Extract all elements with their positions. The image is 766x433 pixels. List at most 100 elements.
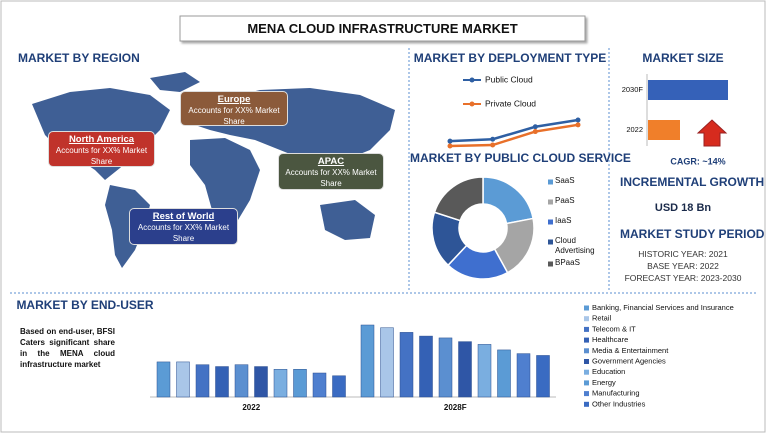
bar — [536, 355, 550, 398]
legend-swatch — [548, 239, 553, 245]
bar — [293, 369, 307, 398]
point — [490, 136, 496, 142]
region-box: North America Accounts for XX% Market Sha… — [48, 131, 155, 167]
legend-marker — [469, 77, 475, 83]
legend-label: Media & Entertainment — [592, 346, 669, 355]
bar — [399, 332, 414, 398]
legend-label: Public Cloud — [485, 74, 533, 84]
point — [447, 143, 453, 149]
legend-label: Other Industries — [592, 399, 646, 408]
legend-label: Retail — [592, 314, 612, 323]
bar — [497, 349, 511, 398]
region-name: North America — [68, 134, 135, 145]
y-tick-label: 2030F — [622, 85, 644, 94]
series-line — [449, 118, 579, 143]
legend-label: SaaS — [555, 176, 575, 185]
bar — [312, 372, 327, 398]
section-heading: INCREMENTAL GROWTH — [620, 175, 765, 189]
legend-swatch — [584, 359, 589, 364]
legend-label: Education — [592, 367, 625, 376]
end-user-note: Based on end-user, BFSI Caters significa… — [20, 327, 115, 369]
page-title: MENA CLOUD INFRASTRUCTURE MARKET — [247, 21, 518, 36]
bar — [234, 364, 249, 398]
legend-swatch — [548, 199, 553, 205]
chart-title: MARKET BY PUBLIC CLOUD SERVICE — [410, 151, 631, 165]
region-box: Europe Accounts for XX% Market Share — [180, 91, 288, 126]
study-line: BASE YEAR: 2022 — [647, 261, 719, 271]
legend-label: Energy — [592, 378, 616, 387]
point — [490, 142, 496, 148]
point — [532, 129, 538, 135]
bar — [156, 361, 171, 398]
legend-swatch — [548, 261, 553, 267]
region-name: APAC — [317, 156, 345, 167]
legend-swatch — [584, 369, 589, 375]
legend-label: Telecom & IT — [592, 324, 636, 333]
bar — [516, 353, 531, 398]
legend-label: Government Agencies — [592, 356, 666, 365]
study-line: FORECAST YEAR: 2023-2030 — [624, 273, 742, 283]
bar — [332, 375, 346, 398]
donut-slice — [482, 176, 534, 225]
legend-label: IaaS — [555, 216, 572, 225]
bar — [648, 80, 728, 100]
y-tick-label: 2022 — [626, 125, 643, 134]
growth-arrow — [696, 119, 728, 147]
bar — [648, 120, 680, 140]
bar — [254, 366, 268, 398]
legend-swatch — [548, 179, 553, 185]
bar — [360, 324, 375, 398]
legend-swatch — [584, 337, 589, 343]
donut-slice — [433, 176, 484, 222]
legend-label: Private Cloud — [485, 98, 536, 108]
study-lines: HISTORIC YEAR: 2021 BASE YEAR: 2022 FORE… — [620, 248, 746, 284]
bar — [477, 344, 492, 398]
point — [575, 117, 581, 123]
bar — [195, 364, 210, 398]
bar — [215, 366, 229, 398]
legend-label: Manufacturing — [592, 389, 640, 398]
region-text: Accounts for XX% Market Share — [188, 106, 280, 126]
legend-swatch — [584, 401, 589, 407]
growth-value: USD 18 Bn — [654, 202, 712, 214]
point — [532, 124, 538, 130]
bar — [176, 361, 190, 398]
point — [447, 138, 453, 144]
bar — [273, 369, 288, 398]
legend-label: PaaS — [555, 196, 575, 205]
region-text: Accounts for XX% Market Share — [137, 223, 230, 243]
x-tick-label: 2022 — [242, 403, 260, 412]
legend-swatch — [584, 305, 589, 311]
section-heading: MARKET BY REGION — [18, 51, 140, 65]
region-text: Accounts for XX% Market Share — [55, 146, 148, 166]
x-tick-label: 2028F — [444, 403, 467, 412]
bar — [438, 337, 453, 398]
legend-marker — [469, 101, 475, 107]
region-box: APAC Accounts for XX% Market Share — [278, 153, 384, 190]
legend-swatch — [584, 391, 589, 397]
section-heading: MARKET STUDY PERIOD — [620, 227, 765, 241]
region-text: Accounts for XX% Market Share — [285, 168, 377, 188]
annotation: CAGR: ~14% — [670, 156, 725, 166]
region-name: Europe — [217, 94, 251, 105]
bar — [458, 341, 472, 398]
region-name: Rest of World — [152, 211, 215, 222]
legend-label: Banking, Financial Services and Insuranc… — [592, 303, 734, 312]
chart-title: MARKET BY DEPLOYMENT TYPE — [413, 51, 607, 65]
bar — [419, 335, 433, 398]
study-line: HISTORIC YEAR: 2021 — [638, 249, 728, 259]
legend-swatch — [584, 380, 589, 386]
region-box: Rest of World Accounts for XX% Market Sha… — [129, 208, 238, 245]
legend-label: Healthcare — [592, 335, 628, 344]
chart-title: MARKET BY END-USER — [16, 298, 154, 312]
legend-label: Cloud Advertising — [555, 236, 595, 255]
legend-swatch — [584, 316, 589, 322]
series-line — [449, 123, 579, 148]
legend-swatch — [548, 219, 553, 225]
chart-title: MARKET SIZE — [642, 51, 724, 65]
title-box — [179, 15, 586, 42]
point — [575, 122, 581, 128]
